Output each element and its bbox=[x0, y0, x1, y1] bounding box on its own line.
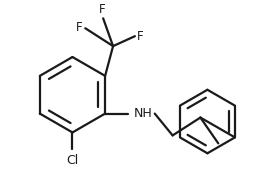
Text: NH: NH bbox=[134, 107, 153, 120]
Text: Cl: Cl bbox=[66, 154, 78, 167]
Text: F: F bbox=[76, 21, 82, 34]
Text: F: F bbox=[99, 3, 105, 16]
Text: F: F bbox=[137, 30, 143, 43]
